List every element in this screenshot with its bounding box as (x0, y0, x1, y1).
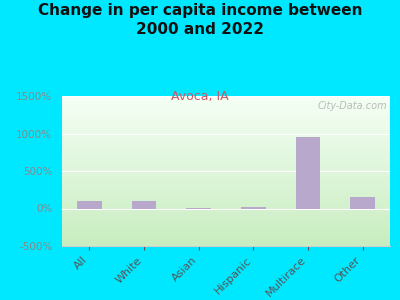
Text: Change in per capita income between
2000 and 2022: Change in per capita income between 2000… (38, 3, 362, 37)
Text: City-Data.com: City-Data.com (317, 100, 387, 110)
Bar (296, 137, 320, 208)
Text: Avoca, IA: Avoca, IA (171, 90, 229, 103)
Bar (350, 196, 375, 208)
Bar (132, 201, 156, 208)
Bar (241, 207, 266, 208)
Bar (77, 201, 102, 208)
